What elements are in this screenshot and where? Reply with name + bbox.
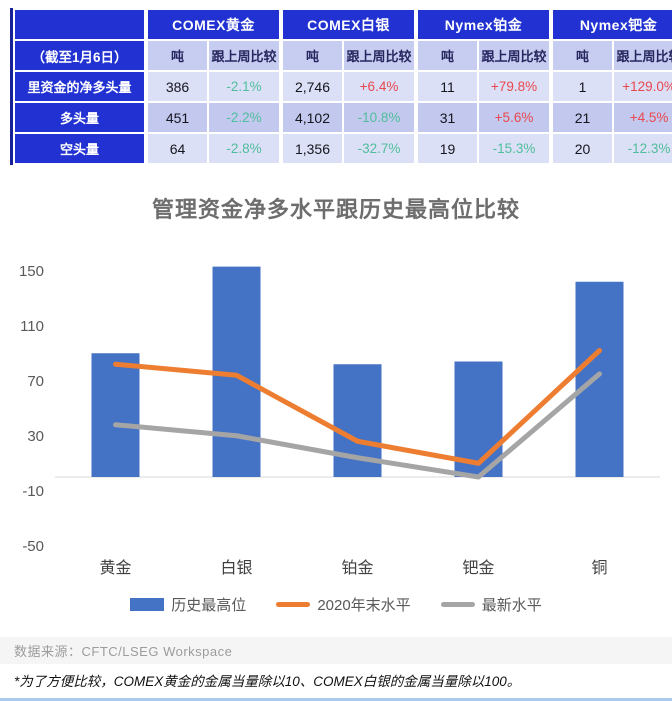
tons-value: 31	[416, 103, 477, 132]
wow-value: -10.8%	[344, 103, 414, 132]
latest-level-line	[113, 371, 602, 480]
historical-high-bar	[575, 281, 624, 477]
unit-header: 吨	[551, 41, 613, 70]
y-tick-label: -10	[22, 483, 44, 500]
legend-label: 2020年末水平	[317, 596, 411, 614]
x-category-label: 钯金	[462, 559, 494, 577]
tons-value: 21	[551, 103, 613, 132]
data-source-line: 数据来源：CFTC/LSEG Workspace	[0, 637, 672, 664]
combo-bar-line-chart: 150 110 70 30 -10 -50 黄金 白银 铂金 钯金 铜	[19, 263, 660, 577]
legend-bar-swatch	[130, 597, 165, 611]
historical-high-bar	[91, 353, 140, 477]
tons-value: 1	[551, 72, 613, 101]
tons-value: 4,102	[281, 103, 342, 132]
tons-value: 19	[416, 134, 477, 163]
legend-label: 历史最高位	[171, 596, 247, 614]
wow-header: 跟上周比较	[344, 41, 414, 70]
wow-header: 跟上周比较	[209, 41, 279, 70]
tons-value: 1,356	[281, 134, 342, 163]
y-tick-label: 150	[19, 263, 44, 280]
group-header-row: COMEX黄金 COMEX白银 Nymex铂金 Nymex钯金	[15, 10, 672, 39]
wow-value: +129.0%	[614, 72, 672, 101]
y-tick-label: -50	[22, 538, 44, 555]
group-header-comex-silver: COMEX白银	[281, 10, 414, 39]
chart-title: 管理资金净多水平跟历史最高位比较	[151, 197, 520, 222]
subheader-row: （截至1月6日） 吨 跟上周比较 吨 跟上周比较 吨 跟上周比较 吨 跟上周比较	[15, 41, 672, 70]
table-body: 里资金的净多头量 386 -2.1% 2,746 +6.4% 11 +79.8% 1 +129.…	[15, 72, 672, 163]
legend-item: 最新水平	[440, 594, 542, 615]
group-header-comex-gold: COMEX黄金	[146, 10, 279, 39]
wow-value: -2.8%	[209, 134, 279, 163]
eoy-2020-line	[113, 348, 602, 466]
x-category-label: 黄金	[99, 559, 131, 577]
wow-header: 跟上周比较	[479, 41, 550, 70]
unit-header: 吨	[416, 41, 477, 70]
table-row: 空头量 64 -2.8% 1,356 -32.7% 19 -15.3% 20 -12.3%	[15, 134, 672, 163]
tons-value: 2,746	[281, 72, 342, 101]
table-row: 多头量 451 -2.2% 4,102 -10.8% 31 +5.6% 21 +4.5%	[15, 103, 672, 132]
tons-value: 451	[146, 103, 207, 132]
historical-high-bar	[454, 361, 503, 477]
date-label: （截至1月6日）	[15, 41, 144, 70]
group-header-nymex-palladium: Nymex钯金	[551, 10, 672, 39]
tons-value: 386	[146, 72, 207, 101]
unit-header: 吨	[281, 41, 342, 70]
wow-value: -12.3%	[614, 134, 672, 163]
x-category-label: 铂金	[341, 559, 373, 577]
y-tick-label: 30	[27, 428, 44, 445]
legend-line-swatch	[276, 601, 311, 607]
corner-cell	[15, 10, 144, 39]
footnote-text: *为了方便比较，COMEX黄金的金属当量除以10、COMEX白银的金属当量除以1…	[0, 664, 672, 701]
x-category-label: 白银	[220, 559, 252, 577]
wow-value: +6.4%	[344, 72, 414, 101]
wow-value: -2.1%	[209, 72, 279, 101]
y-tick-label: 70	[27, 373, 44, 390]
tons-value: 11	[416, 72, 477, 101]
x-category-label: 铜	[591, 559, 607, 577]
wow-header: 跟上周比较	[614, 41, 672, 70]
legend-label: 最新水平	[481, 596, 542, 614]
tons-value: 20	[551, 134, 613, 163]
wow-value: -32.7%	[344, 134, 414, 163]
wow-value: +4.5%	[614, 103, 672, 132]
unit-header: 吨	[146, 41, 207, 70]
tons-value: 64	[146, 134, 207, 163]
table-row: 里资金的净多头量 386 -2.1% 2,746 +6.4% 11 +79.8% 1 +129.…	[15, 72, 672, 101]
group-header-nymex-platinum: Nymex铂金	[416, 10, 550, 39]
row-label: 空头量	[15, 134, 144, 163]
legend-item: 2020年末水平	[276, 594, 411, 615]
wow-value: -2.2%	[209, 103, 279, 132]
row-label: 多头量	[15, 103, 144, 132]
row-label: 里资金的净多头量	[15, 72, 144, 101]
legend-item: 历史最高位	[130, 594, 246, 615]
y-tick-label: 110	[20, 318, 44, 335]
legend-line-swatch	[440, 601, 475, 607]
wow-value: +5.6%	[479, 103, 550, 132]
chart-legend: 历史最高位 2020年末水平 最新水平	[0, 593, 672, 615]
cftc-positions-table: COMEX黄金 COMEX白银 Nymex铂金 Nymex钯金 （截至1月6日）…	[10, 8, 672, 165]
wow-value: -15.3%	[479, 134, 550, 163]
wow-value: +79.8%	[479, 72, 550, 101]
